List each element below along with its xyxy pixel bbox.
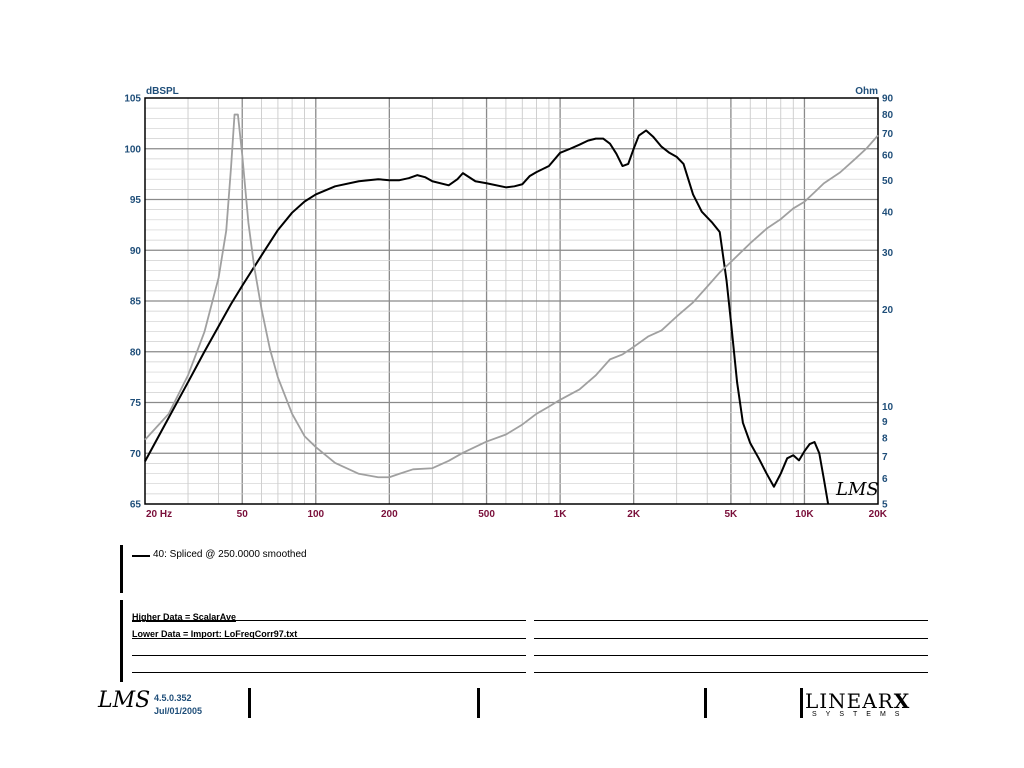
- version-info: 4.5.0.352 Jul/01/2005: [154, 692, 202, 718]
- right-tick-label: 40: [882, 207, 894, 218]
- x-tick-label: 20 Hz: [146, 509, 172, 520]
- left-tick-label: 105: [124, 94, 141, 105]
- right-tick-label: 30: [882, 248, 894, 259]
- note-line: [534, 638, 928, 639]
- note-line: [132, 672, 526, 673]
- legend-divider: [120, 545, 123, 593]
- right-tick-label: 70: [882, 129, 894, 140]
- footer-divider: [248, 688, 251, 718]
- right-tick-label: 8: [882, 433, 888, 444]
- plot-frame: [144, 97, 879, 505]
- note-line: [534, 672, 928, 673]
- left-tick-label: 70: [130, 449, 142, 460]
- version-date: Jul/01/2005: [154, 706, 203, 716]
- right-axis-unit: Ohm: [855, 86, 878, 97]
- right-tick-label: 7: [882, 452, 888, 463]
- spl-series-line: [144, 129, 830, 505]
- x-tick-label: 2K: [627, 509, 641, 520]
- x-tick-label: 500: [478, 509, 495, 520]
- right-tick-label: 60: [882, 150, 894, 161]
- lower-data-note: Lower Data = Import: LoFreqCorr97.txt: [132, 629, 298, 639]
- note-line: [132, 638, 526, 639]
- linearx-logo: LINEARX: [805, 689, 910, 713]
- notes-section: Higher Data = ScalarAve Lower Data = Imp…: [120, 600, 940, 682]
- right-tick-label: 9: [882, 417, 888, 428]
- right-tick-label: 90: [882, 94, 894, 105]
- right-axis-ticks: 5 6 7 8 9 10 20 30 40 50 60 70 80 90: [882, 94, 894, 511]
- lms-logo: LMS: [98, 688, 151, 713]
- footer: LMS 4.5.0.352 Jul/01/2005 LINEARX SYSTEM…: [0, 680, 1024, 740]
- x-tick-label: 50: [237, 509, 249, 520]
- left-tick-label: 95: [130, 195, 142, 206]
- legend-swatch-spliced: [132, 555, 150, 557]
- x-tick-label: 100: [307, 509, 324, 520]
- left-tick-label: 100: [124, 144, 141, 155]
- impedance-series-line: [144, 113, 879, 479]
- note-line: [534, 655, 928, 656]
- x-axis-ticks: 20 Hz 50 100 200 500 1K 2K 5K 10K 20K: [146, 509, 888, 520]
- right-tick-label: 80: [882, 110, 894, 121]
- x-tick-label: 5K: [724, 509, 738, 520]
- legend-entry-spliced: 40: Spliced @ 250.0000 smoothed: [153, 549, 307, 560]
- version-number: 4.5.0.352: [154, 693, 192, 703]
- chart-grid: [145, 98, 878, 504]
- x-tick-label: 10K: [795, 509, 814, 520]
- x-tick-label: 1K: [554, 509, 568, 520]
- brand-x: X: [893, 689, 911, 713]
- left-axis-unit: dBSPL: [146, 86, 179, 97]
- x-tick-label: 20K: [869, 509, 888, 520]
- right-tick-label: 5: [882, 500, 888, 511]
- footer-divider: [477, 688, 480, 718]
- left-tick-label: 85: [130, 297, 142, 308]
- legend: 40: Spliced @ 250.0000 smoothed: [120, 545, 940, 595]
- left-axis-ticks: 65 70 75 80 85 90 95 100 105: [124, 94, 141, 511]
- footer-divider: [704, 688, 707, 718]
- higher-data-note: Higher Data = ScalarAve: [132, 612, 236, 622]
- right-tick-label: 6: [882, 474, 888, 485]
- left-tick-label: 90: [130, 246, 142, 257]
- left-tick-label: 65: [130, 500, 142, 511]
- right-tick-label: 10: [882, 402, 894, 413]
- left-tick-label: 80: [130, 347, 142, 358]
- right-tick-label: 50: [882, 176, 894, 187]
- series-layer: [144, 113, 879, 505]
- note-line: [132, 655, 526, 656]
- brand-main: LINEAR: [805, 689, 894, 713]
- footer-divider: [800, 688, 803, 718]
- note-line: [534, 620, 928, 621]
- x-tick-label: 200: [381, 509, 398, 520]
- note-line: [132, 620, 526, 621]
- left-tick-label: 75: [130, 398, 142, 409]
- notes-divider: [120, 600, 123, 682]
- linearx-systems-text: SYSTEMS: [812, 711, 909, 718]
- right-tick-label: 20: [882, 305, 894, 316]
- chart-lms-logo: LMS: [835, 479, 879, 500]
